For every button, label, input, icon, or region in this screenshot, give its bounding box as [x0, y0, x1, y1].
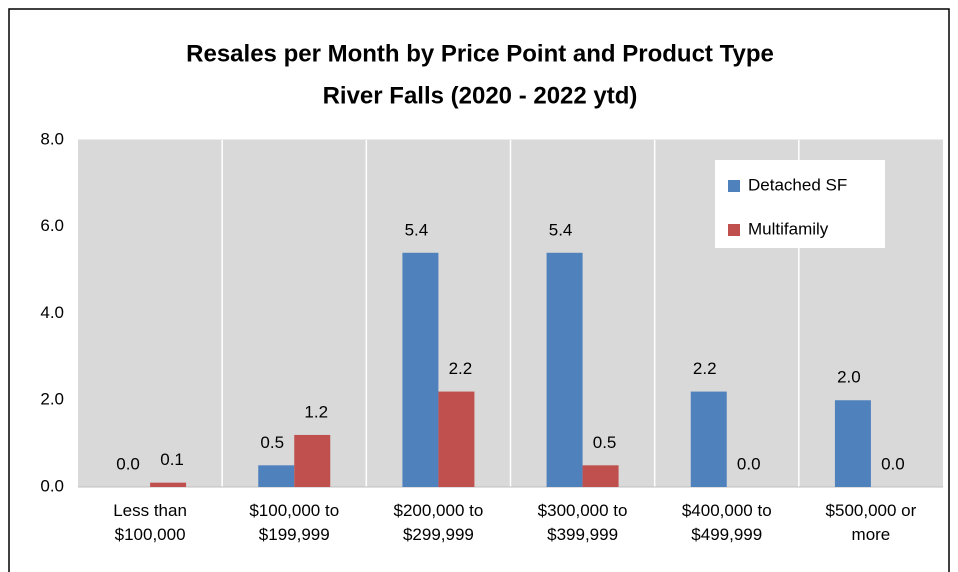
legend-label: Detached SF	[748, 175, 847, 194]
data-label: 0.0	[881, 454, 905, 473]
data-label: 2.2	[449, 359, 473, 378]
legend-box	[715, 160, 885, 248]
y-tick-label: 4.0	[40, 303, 64, 322]
data-label: 2.2	[693, 359, 717, 378]
bar	[438, 391, 475, 487]
bar	[834, 400, 871, 487]
data-label: 1.2	[304, 402, 328, 421]
data-label: 0.0	[737, 454, 761, 473]
bar	[258, 465, 295, 487]
data-label: 0.5	[260, 433, 284, 452]
data-label: 0.1	[160, 450, 184, 469]
y-tick-label: 6.0	[40, 216, 64, 235]
data-label: 5.4	[549, 220, 573, 239]
bar	[546, 252, 583, 487]
y-tick-label: 2.0	[40, 390, 64, 409]
bar	[150, 482, 187, 487]
y-tick-label: 8.0	[40, 129, 64, 148]
bar	[402, 252, 439, 487]
chart-subtitle: River Falls (2020 - 2022 ytd)	[323, 82, 638, 109]
bar	[294, 434, 331, 487]
data-label: 0.0	[116, 454, 140, 473]
chart-title: Resales per Month by Price Point and Pro…	[186, 40, 774, 67]
y-tick-label: 0.0	[40, 476, 64, 495]
data-label: 0.5	[593, 433, 617, 452]
x-tick-label: $100,000 to $199,999	[249, 501, 340, 544]
legend-swatch	[728, 224, 740, 236]
bar	[582, 465, 619, 487]
legend-swatch	[728, 180, 740, 192]
x-tick-label: $400,000 to $499,999	[681, 501, 772, 544]
data-label: 5.4	[405, 220, 429, 239]
x-tick-label: $300,000 to $399,999	[537, 501, 628, 544]
x-tick-label: $500,000 or more	[825, 501, 917, 544]
x-tick-label: $200,000 to $299,999	[393, 501, 484, 544]
x-tick-label: Less than $100,000	[113, 501, 187, 544]
legend-label: Multifamily	[748, 219, 829, 238]
bar	[690, 391, 727, 487]
data-label: 2.0	[837, 368, 861, 387]
